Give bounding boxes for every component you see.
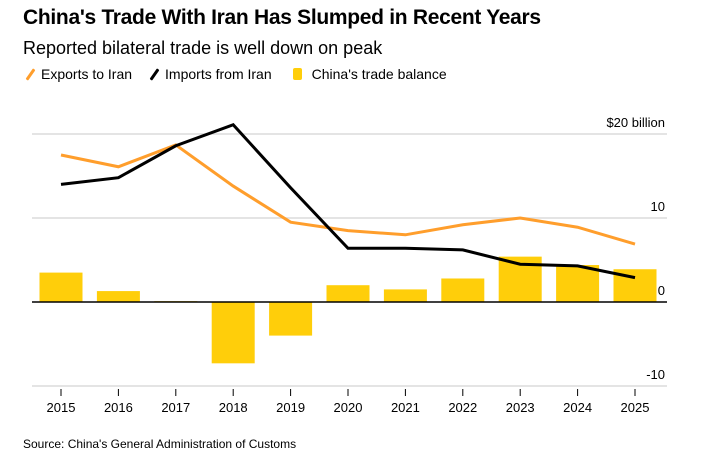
bar-trade-balance xyxy=(211,302,255,364)
x-tick-label: 2025 xyxy=(621,400,650,415)
lines xyxy=(60,123,636,280)
x-tick-label: 2020 xyxy=(334,400,363,415)
x-tick-label: 2016 xyxy=(104,400,133,415)
legend-label-exports: Exports to Iran xyxy=(41,66,133,82)
legend-item-balance: China's trade balance xyxy=(287,66,447,82)
legend-item-exports: Exports to Iran xyxy=(23,66,132,82)
chart-subtitle: Reported bilateral trade is well down on… xyxy=(23,38,383,58)
bar-trade-balance xyxy=(269,302,313,336)
x-tick-label: 2024 xyxy=(563,400,592,415)
bar-trade-balance xyxy=(556,265,600,302)
x-tick-label: 2019 xyxy=(276,400,305,415)
line-exports-to-iran xyxy=(60,143,636,246)
x-tick-label: 2015 xyxy=(47,400,76,415)
bar-trade-balance xyxy=(441,278,485,302)
y-tick-label: 0 xyxy=(658,283,665,298)
legend-item-imports: Imports from Iran xyxy=(147,66,272,82)
chart-title: China's Trade With Iran Has Slumped in R… xyxy=(23,6,541,29)
y-tick-label: 10 xyxy=(651,199,665,214)
x-tick-label: 2018 xyxy=(219,400,248,415)
legend-label-balance: China's trade balance xyxy=(311,66,447,82)
bar-trade-balance xyxy=(96,291,140,302)
legend-swatch-balance xyxy=(292,68,302,80)
line-imports-from-iran xyxy=(60,123,636,280)
gridlines xyxy=(32,133,667,387)
bar-trade-balance xyxy=(326,285,370,302)
bar-trade-balance xyxy=(39,272,83,302)
x-tick-label: 2017 xyxy=(161,400,190,415)
source-note: Source: China's General Administration o… xyxy=(23,437,297,451)
x-tick-label: 2023 xyxy=(506,400,535,415)
legend-label-imports: Imports from Iran xyxy=(165,66,272,82)
y-tick-label: -10 xyxy=(646,367,665,382)
y-tick-label: $20 billion xyxy=(606,115,665,130)
bars-trade-balance xyxy=(39,256,657,364)
x-axis: 2015 2016 2017 2018 2019 2020 2021 2022 2023 2024… xyxy=(47,389,650,415)
y-axis-labels: $20 billion 10 0 -10 xyxy=(606,115,665,382)
x-tick-label: 2021 xyxy=(391,400,420,415)
bar-trade-balance xyxy=(383,289,427,302)
legend: Exports to Iran Imports from Iran China'… xyxy=(23,66,462,82)
x-tick-label: 2022 xyxy=(448,400,477,415)
